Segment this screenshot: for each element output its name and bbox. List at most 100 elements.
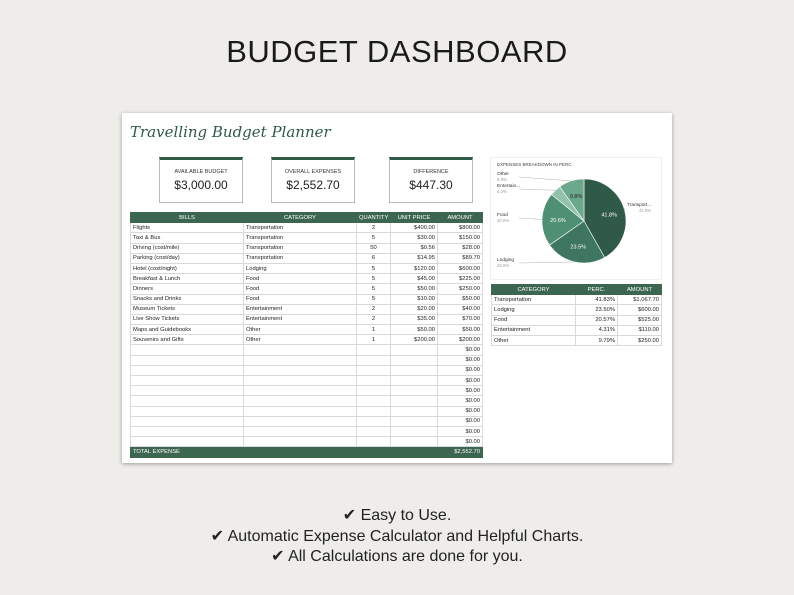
cell: Food (243, 283, 357, 295)
cell (243, 364, 357, 377)
cell (130, 354, 244, 366)
cell (390, 374, 438, 387)
cell: Food (243, 273, 357, 285)
pie-slice (583, 178, 627, 258)
cell: 1 (356, 334, 391, 346)
cell: $70.00 (437, 313, 483, 326)
cell: Food (491, 314, 576, 326)
empty-row: $0.00 (130, 405, 483, 417)
empty-row: $0.00 (130, 395, 483, 407)
cell: $200.00 (437, 334, 483, 346)
cell: Flights (130, 222, 244, 234)
cell: 1 (356, 324, 391, 336)
cell: Transportation (243, 252, 357, 264)
cell (390, 395, 438, 407)
pie-chart: EXPENSES BREAKDOWN IN PERC. 41.8%Transpo… (497, 162, 651, 268)
cell: 5 (356, 262, 391, 275)
cell (243, 405, 357, 417)
cell: $250.00 (437, 283, 483, 295)
cell (356, 374, 391, 387)
summary-card: DIFFERENCE $447.30 (389, 157, 473, 203)
cell: $0.00 (437, 405, 483, 417)
cell: $150.00 (437, 232, 483, 244)
expense-row: Driving (cost/mile) Transportation 50 $0.56… (130, 242, 483, 254)
cell: Transportation (243, 222, 357, 234)
spreadsheet: Travelling Budget Planner AVAILABLE BUDG… (122, 113, 672, 463)
cell (390, 405, 438, 417)
cell (243, 436, 357, 448)
pie-title: EXPENSES BREAKDOWN IN PERC. (497, 162, 573, 167)
cell (390, 385, 438, 397)
feature: ✔ All Calculations are done for you. (271, 548, 523, 565)
cell (130, 364, 244, 377)
cell: $10.00 (390, 293, 438, 305)
cell: $0.00 (437, 364, 483, 377)
expense-row: Live Show Tickets Entertainment 2 $35.00 $70… (130, 313, 483, 326)
empty-row: $0.00 (130, 364, 483, 377)
table-body: Flights Transportation 2 $400.00 $800.00 Taxi… (130, 222, 483, 458)
cell (356, 425, 391, 438)
legend-label: Food (497, 212, 508, 218)
slice-label: 23.5% (570, 244, 586, 250)
cell (356, 354, 391, 366)
cell: $89.70 (437, 252, 483, 264)
cell: $40.00 (437, 303, 483, 315)
cell (243, 344, 357, 356)
cell: Souvenirs and Gifts (130, 334, 244, 346)
cell (356, 415, 391, 427)
feature-list: ✔ Easy to Use. ✔ Automatic Expense Calcul… (0, 506, 794, 568)
column-header: AMOUNT (617, 283, 662, 296)
cell (356, 436, 391, 448)
expense-row: Taxi & Bus Transportation 5 $30.00 $150.00 (130, 232, 483, 244)
cell: 2 (356, 313, 391, 326)
column-header: CATEGORY (243, 211, 357, 224)
cell: Entertainment (243, 313, 357, 326)
legend-value: 41.8% (639, 208, 651, 213)
cell (356, 344, 391, 356)
cell: $28.00 (437, 242, 483, 254)
cell: $525.00 (617, 314, 662, 326)
expense-row: Dinners Food 5 $50.00 $250.00 (130, 283, 483, 295)
cell: $600.00 (437, 262, 483, 275)
cell: Other (243, 324, 357, 336)
cell: $30.00 (390, 232, 438, 244)
cell: $225.00 (437, 273, 483, 285)
cell: $400.00 (390, 222, 438, 234)
cell: 9.79% (575, 334, 618, 347)
legend-value: 4.3% (497, 189, 507, 194)
cell: 4.31% (575, 324, 618, 336)
cell: Breakfast & Lunch (130, 273, 244, 285)
card-value: $2,552.70 (286, 178, 340, 192)
cell: $600.00 (617, 304, 662, 316)
empty-row: $0.00 (130, 415, 483, 427)
page-title: BUDGET DASHBOARD (226, 34, 568, 69)
cell: $50.00 (390, 324, 438, 336)
pie-slice (541, 194, 585, 246)
column-header: QUANTITY (356, 211, 391, 224)
cell: Other (243, 334, 357, 346)
cell: Hotel (cost/night) (130, 262, 244, 275)
cell (130, 405, 244, 417)
cell: 5 (356, 232, 391, 244)
cell (390, 415, 438, 427)
cell: 5 (356, 293, 391, 305)
cell (243, 385, 357, 397)
cell: $1,067.70 (617, 294, 662, 306)
cell: $0.56 (390, 242, 438, 254)
empty-row: $0.00 (130, 354, 483, 366)
leader-line (518, 176, 572, 182)
summary-row: Lodging 23.50% $600.00 (491, 304, 662, 316)
cell: $0.00 (437, 436, 483, 448)
cell: $0.00 (437, 425, 483, 438)
cell: 5 (356, 283, 391, 295)
cell: Transportation (491, 294, 576, 306)
pie-panel: EXPENSES BREAKDOWN IN PERC. 41.8% Transpo… (490, 157, 662, 280)
expense-row: Parking (cost/day) Transportation 6 $14.95 $… (130, 252, 483, 264)
expense-row: Hotel (cost/night) Lodging 5 $120.00 $600.00 (130, 262, 483, 275)
cell (390, 436, 438, 448)
cell: Museum Tickets (130, 303, 244, 315)
cell: $120.00 (390, 262, 438, 275)
cell: Transportation (243, 242, 357, 254)
column-header: BILLS (130, 211, 244, 224)
feature: ✔ Automatic Expense Calculator and Helpf… (210, 527, 584, 545)
